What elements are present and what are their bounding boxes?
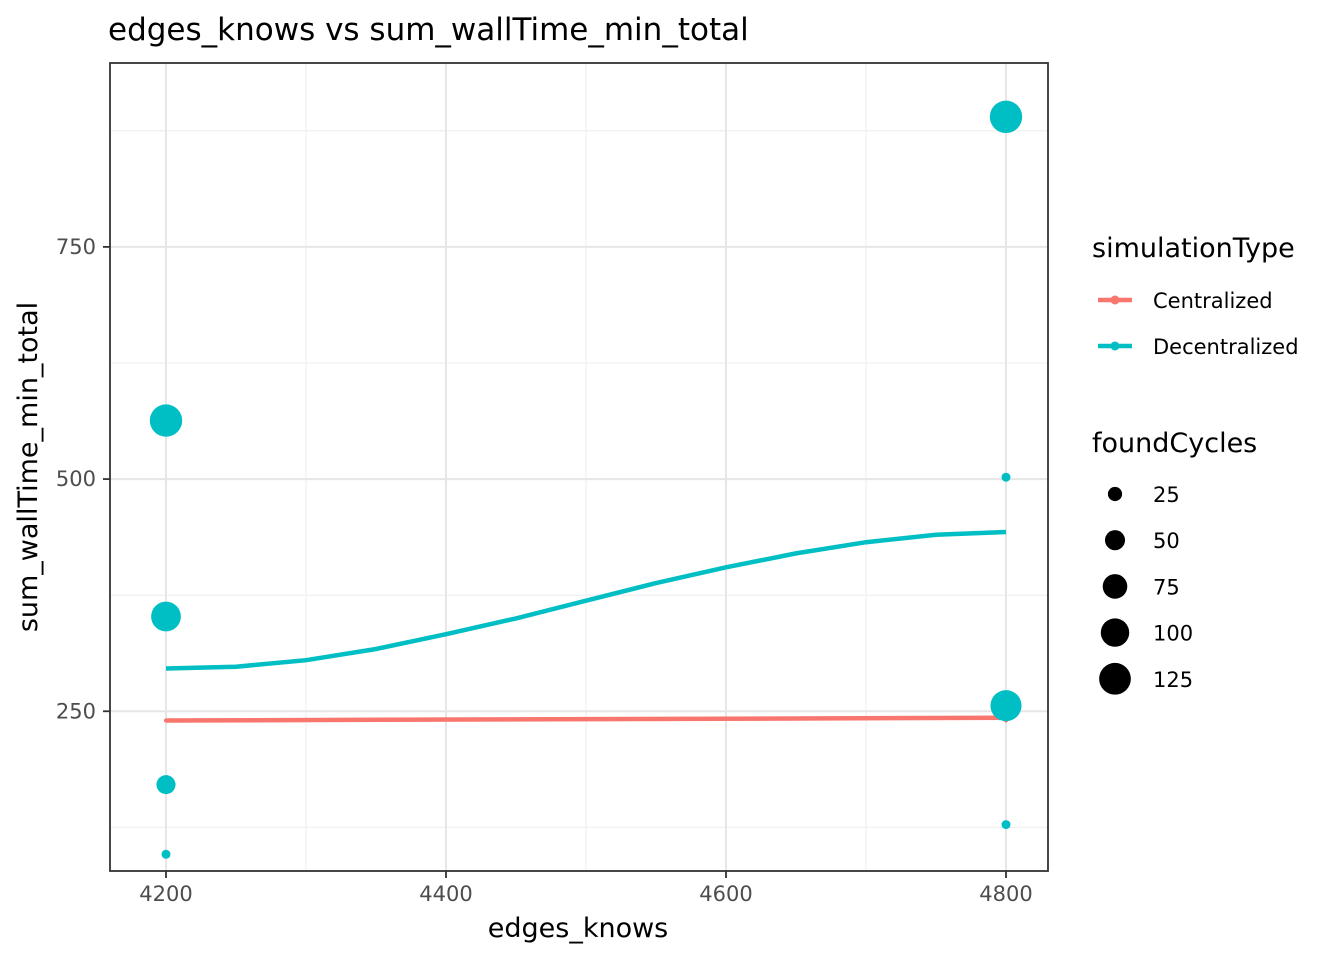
- size-legend-key: [1104, 530, 1126, 551]
- y-axis-title: sum_wallTime_min_total: [13, 302, 44, 632]
- data-point-decentralized: [156, 775, 176, 795]
- data-point-decentralized: [1001, 472, 1011, 482]
- size-legend-key: [1102, 574, 1128, 599]
- size-legend-key: [1100, 618, 1130, 647]
- data-point-centralized: [163, 718, 169, 723]
- legend-label-decentralized: Decentralized: [1153, 335, 1299, 359]
- size-legend-label: 125: [1153, 668, 1193, 692]
- x-tick-label: 4400: [419, 882, 472, 906]
- panel-background: [110, 63, 1048, 871]
- y-tick-label: 250: [56, 699, 96, 723]
- trend-line-decentralized: [165, 529, 1007, 671]
- x-tick-label: 4200: [139, 882, 192, 906]
- x-axis-title: edges_knows: [488, 913, 668, 944]
- y-tick-label: 750: [56, 235, 96, 259]
- size-legend-key: [1107, 486, 1123, 502]
- size-legend-label: 50: [1153, 529, 1180, 553]
- x-tick-label: 4800: [979, 882, 1032, 906]
- data-point-decentralized: [1001, 820, 1011, 830]
- legend: simulationType Centralized Decentralized fo…: [1092, 233, 1299, 695]
- panel-border: [109, 62, 1049, 872]
- data-point-decentralized: [989, 100, 1023, 134]
- size-legend-label: 25: [1153, 483, 1180, 507]
- size-legend-key: [1099, 662, 1131, 695]
- size-legend-label: 100: [1153, 622, 1193, 646]
- color-legend-title: simulationType: [1092, 233, 1295, 264]
- data-point-decentralized: [151, 601, 181, 632]
- plot-panel: 4200 4400 4600 4800 250 500 750: [56, 62, 1049, 906]
- data-point-decentralized: [990, 690, 1022, 722]
- x-tick-label: 4600: [699, 882, 752, 906]
- size-legend-title: foundCycles: [1092, 428, 1257, 459]
- chart-title: edges_knows vs sum_wallTime_min_total: [108, 12, 749, 48]
- legend-key-dot-decentralized: [1110, 341, 1120, 351]
- size-legend-label: 75: [1153, 575, 1180, 599]
- trend-line-centralized: [165, 715, 1007, 723]
- legend-label-centralized: Centralized: [1153, 289, 1273, 313]
- data-point-decentralized: [149, 404, 183, 437]
- y-tick-label: 500: [56, 467, 96, 491]
- legend-key-dot-centralized: [1110, 295, 1120, 305]
- data-point-decentralized: [161, 849, 171, 859]
